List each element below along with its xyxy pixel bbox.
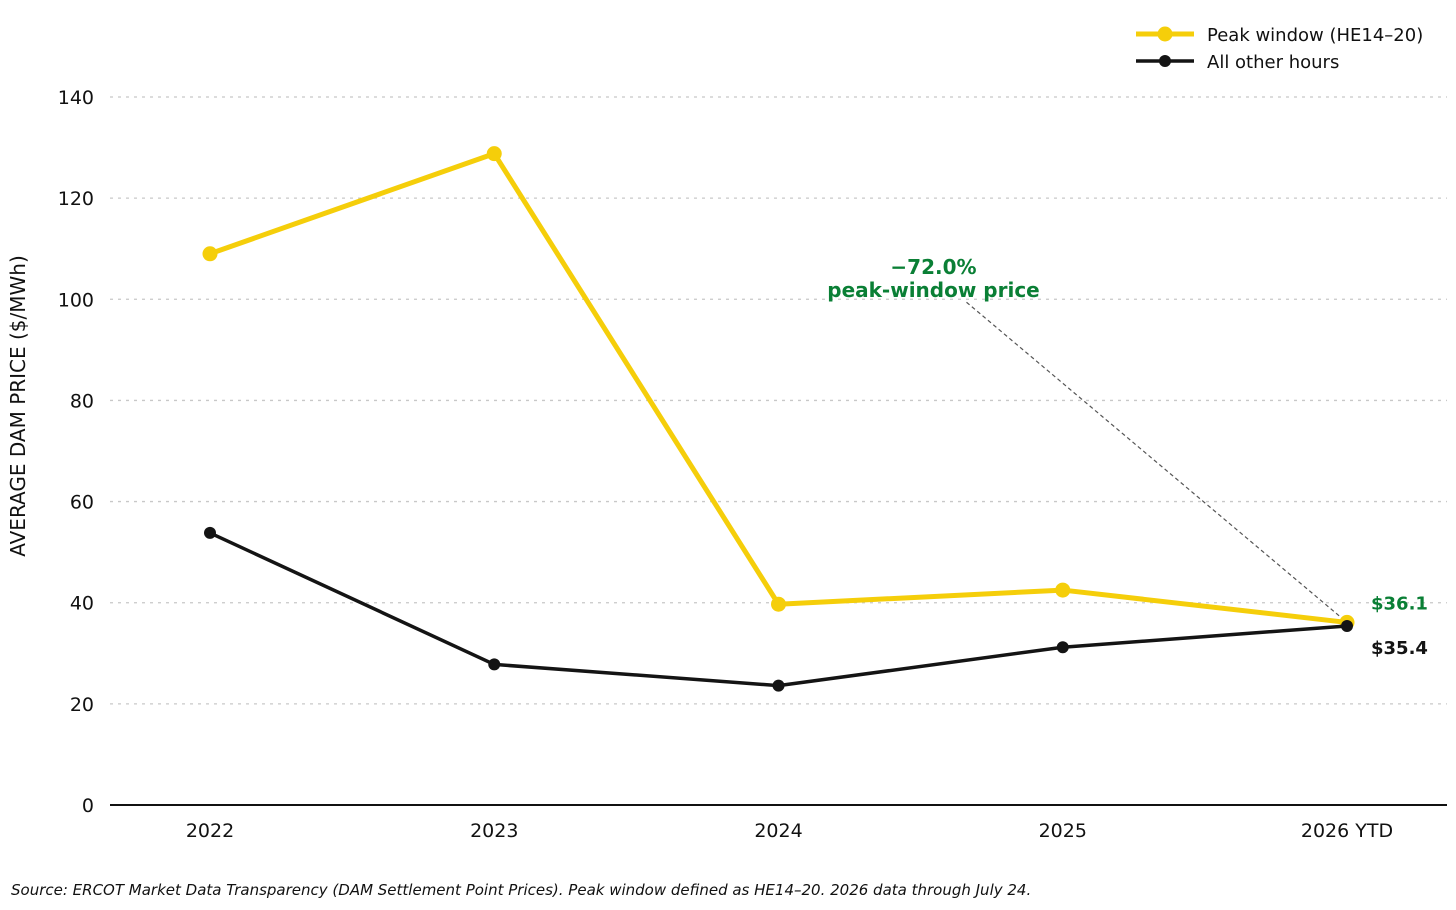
legend-other-swatch-marker (1159, 55, 1171, 67)
source-note: Source: ERCOT Market Data Transparency (… (11, 881, 1032, 899)
series-line-peak (209, 151, 1348, 625)
data-point-other (772, 679, 785, 692)
data-point-other (488, 658, 501, 671)
data-point-peak (771, 596, 786, 612)
data-point-peak (486, 146, 502, 162)
legend-peak-label: Peak window (HE14–20) (1207, 25, 1423, 46)
change-annotation-percent: −72.0% (890, 255, 976, 279)
annotation-leader-line (966, 301, 1348, 623)
x-tick-label: 2026 YTD (1301, 820, 1393, 842)
data-point-other (1056, 641, 1069, 654)
legend-peak-swatch-marker (1157, 26, 1173, 42)
y-tick-label: 60 (70, 492, 94, 514)
x-tick-label: 2022 (186, 820, 234, 842)
y-tick-label: 100 (58, 289, 94, 311)
y-axis-label: AVERAGE DAM PRICE ($/MWh) (6, 255, 30, 557)
series-group (202, 146, 1355, 692)
data-point-peak (202, 246, 218, 262)
data-point-other (1341, 619, 1353, 632)
x-tick-label: 2025 (1039, 820, 1087, 842)
x-axis-ticks: 2022 2023 2024 2025 2026 YTD (186, 820, 1393, 842)
other-end-value-label: $35.4 (1371, 638, 1428, 659)
y-tick-label: 140 (58, 87, 94, 109)
y-tick-label: 20 (70, 694, 94, 716)
y-tick-label: 0 (82, 795, 94, 817)
line-chart: 0 20 40 60 80 100 120 140 2022 2023 2024 2025 2026 … (6, 25, 1447, 842)
x-tick-label: 2023 (470, 820, 518, 842)
y-tick-label: 120 (58, 188, 94, 210)
data-point-other (204, 526, 216, 539)
y-axis-ticks: 0 20 40 60 80 100 120 140 (58, 87, 94, 817)
peak-end-value-label: $36.1 (1371, 593, 1428, 614)
legend: Peak window (HE14–20) All other hours (1136, 25, 1423, 73)
legend-other-label: All other hours (1207, 52, 1339, 73)
y-tick-label: 40 (70, 593, 94, 615)
change-annotation-label: peak-window price (827, 278, 1040, 302)
x-tick-label: 2024 (754, 820, 802, 842)
y-tick-label: 80 (70, 390, 94, 412)
data-point-peak (1055, 582, 1071, 598)
gridlines (110, 96, 1447, 705)
